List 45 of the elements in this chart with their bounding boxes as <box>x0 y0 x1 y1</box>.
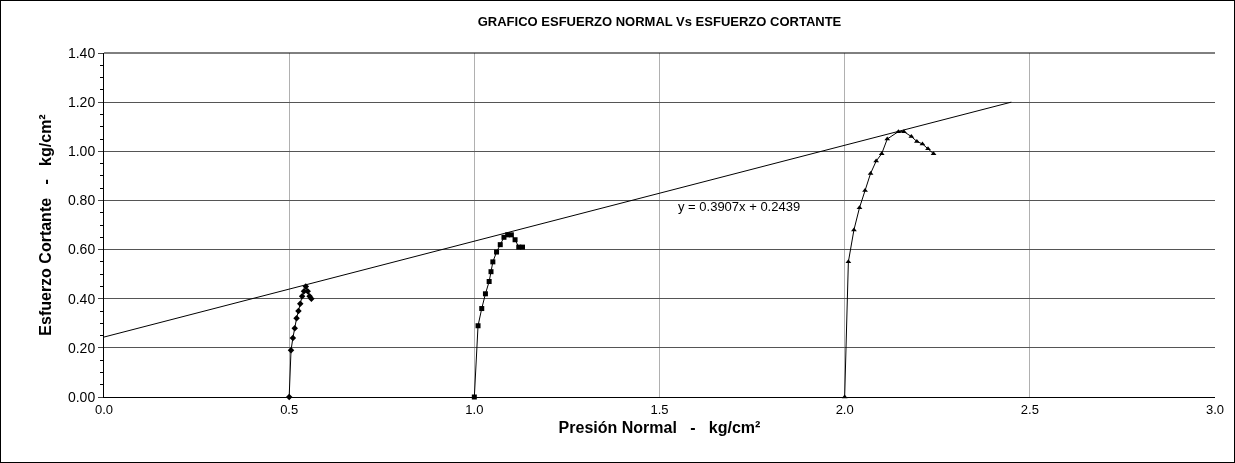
y-axis-title: Esfuerzo Cortante - kg/cm² <box>36 114 54 336</box>
y-tick-label: 1.40 <box>67 44 96 61</box>
x-tick-label: 2.0 <box>835 401 854 417</box>
chart-title: GRAFICO ESFUERZO NORMAL Vs ESFUERZO CORTANTE <box>477 14 842 30</box>
point <box>488 269 494 275</box>
point <box>289 334 297 342</box>
annotation: y = 0.3907x + 0.2439 <box>678 199 801 214</box>
point <box>867 170 874 175</box>
point <box>925 146 931 151</box>
point <box>512 237 518 243</box>
y-tick-label: 0.00 <box>67 388 96 405</box>
x-tick-label: 1.0 <box>465 401 484 417</box>
point <box>913 138 920 143</box>
point <box>475 323 481 329</box>
y-tick-label: 0.80 <box>67 192 96 209</box>
point <box>845 259 852 264</box>
point <box>494 249 500 255</box>
point <box>293 315 300 322</box>
point <box>856 205 863 210</box>
point <box>501 234 507 240</box>
point <box>862 188 868 192</box>
point <box>482 291 488 297</box>
x-tick-label: 2.5 <box>1020 401 1039 417</box>
x-axis-title: Presión Normal - kg/cm² <box>558 419 761 437</box>
x-tick-label: 3.0 <box>1205 401 1225 417</box>
point <box>297 300 304 307</box>
point <box>851 227 857 232</box>
y-tick-label: 0.20 <box>67 339 96 356</box>
y-tick-label: 0.60 <box>67 241 96 258</box>
x-tick-label: 0.5 <box>280 401 299 417</box>
x-tick-label: 1.5 <box>650 401 669 417</box>
point <box>497 242 503 248</box>
point <box>884 136 891 141</box>
x-tick-label: 0.0 <box>94 401 114 417</box>
y-tick-label: 1.00 <box>67 143 96 160</box>
point <box>490 259 496 265</box>
point <box>291 324 298 332</box>
y-tick-label: 0.40 <box>67 290 96 307</box>
point <box>919 141 926 146</box>
point <box>298 293 306 300</box>
point <box>901 129 907 133</box>
point <box>304 288 311 295</box>
y-tick-label: 1.20 <box>67 94 96 111</box>
point <box>479 306 485 312</box>
point <box>486 279 492 285</box>
